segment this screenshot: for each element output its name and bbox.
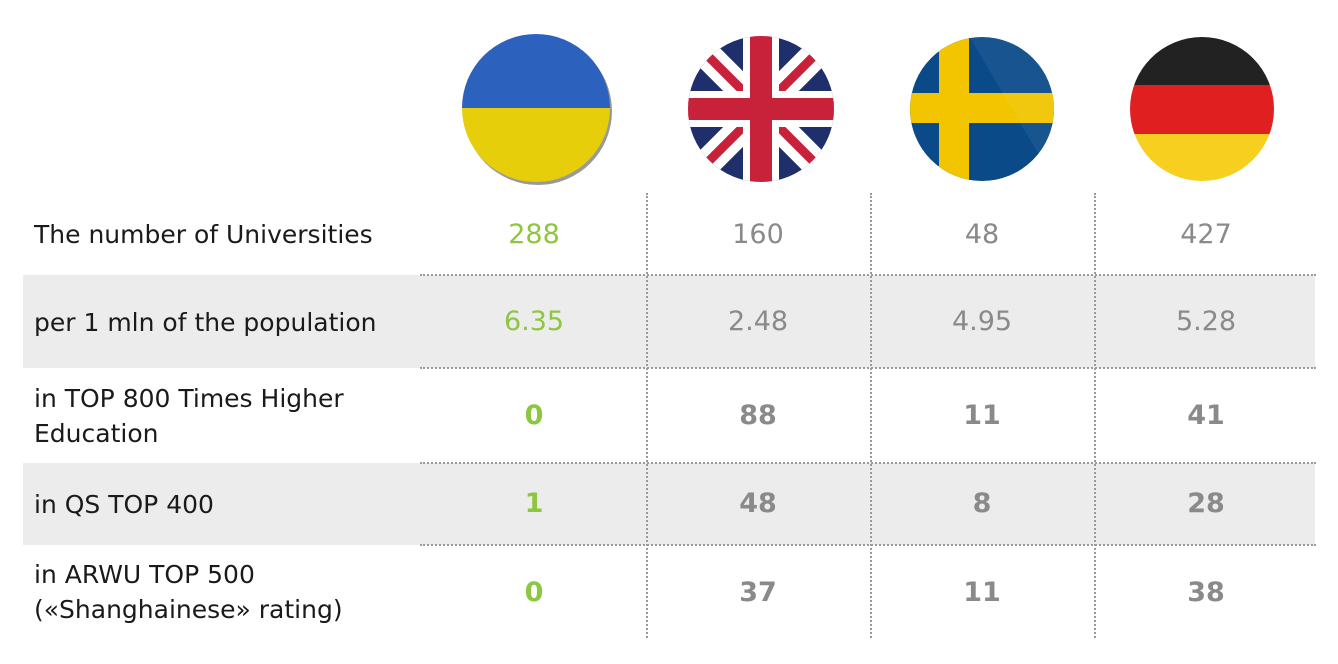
data-cell: 28 <box>1187 488 1225 519</box>
table-row <box>23 463 1315 545</box>
data-cell: 41 <box>1187 400 1225 431</box>
data-cell: 1 <box>524 488 544 519</box>
row-label: in ARWU TOP 500 («Shanghainese» rating) <box>34 560 343 624</box>
row-label: in TOP 800 Times Higher Education <box>34 384 344 448</box>
ukraine-flag-icon <box>461 33 613 185</box>
data-cell: 48 <box>739 488 777 519</box>
data-cell: 0 <box>524 577 544 608</box>
data-cell: 38 <box>1187 577 1225 608</box>
row-divider <box>420 544 1316 546</box>
data-cell: 160 <box>732 219 784 250</box>
data-cell: 4.95 <box>951 306 1013 337</box>
data-cell: 427 <box>1180 219 1232 250</box>
data-cell: 2.48 <box>727 306 789 337</box>
data-cell: 0 <box>524 400 544 431</box>
data-cell: 88 <box>739 400 777 431</box>
row-label: The number of Universities <box>34 220 373 249</box>
data-cell: 6.35 <box>503 306 565 337</box>
germany-flag-icon <box>1129 36 1275 182</box>
row-divider <box>420 367 1316 369</box>
data-cell: 5.28 <box>1175 306 1237 337</box>
sweden-flag-icon <box>909 36 1055 182</box>
data-cell: 8 <box>972 488 992 519</box>
column-divider <box>870 193 872 638</box>
row-label: per 1 mln of the population <box>34 308 377 337</box>
data-cell: 11 <box>963 400 1001 431</box>
data-cell: 48 <box>964 219 1000 250</box>
column-divider <box>1094 193 1096 638</box>
row-divider <box>420 274 1316 276</box>
data-cell: 11 <box>963 577 1001 608</box>
data-cell: 37 <box>739 577 777 608</box>
row-label: in QS TOP 400 <box>34 490 214 519</box>
table-row <box>23 275 1315 368</box>
row-divider <box>420 462 1316 464</box>
uk-flag-icon <box>687 35 835 183</box>
column-divider <box>646 193 648 638</box>
data-cell: 288 <box>508 219 560 250</box>
